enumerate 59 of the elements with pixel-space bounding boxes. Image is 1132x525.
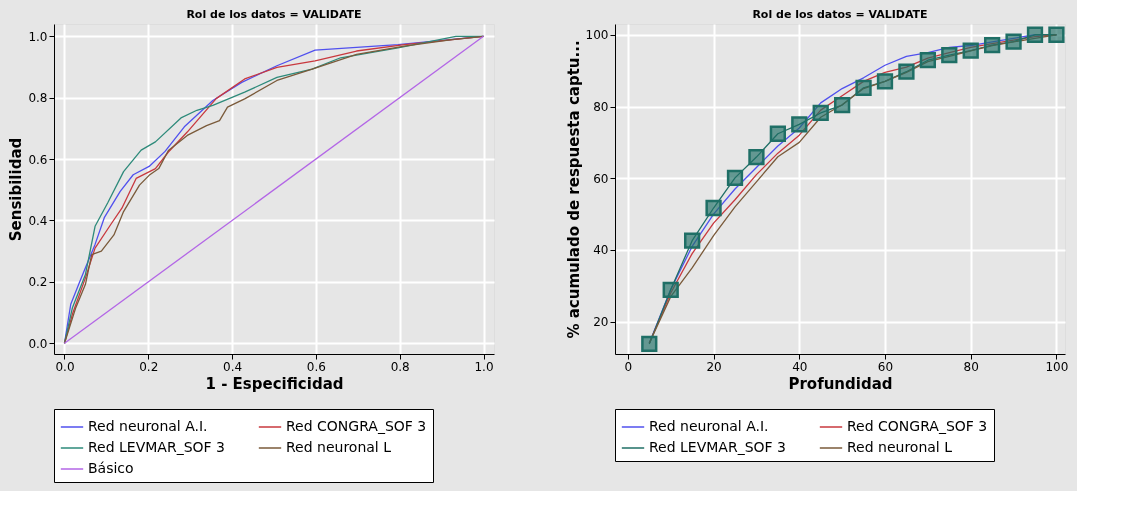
- legend-label: Red LEVMAR_SOF 3: [649, 439, 786, 455]
- x-tick-label: 80: [963, 359, 979, 374]
- y-tick-label: 40: [593, 243, 609, 258]
- x-tick-label: 40: [792, 359, 808, 374]
- x-axis-title: Profundidad: [788, 374, 893, 393]
- chart-title: Rol de los datos = VALIDATE: [186, 8, 362, 21]
- legend-label: Red neuronal L: [286, 439, 392, 455]
- y-axis-title: % acumulado de respuesta captu...: [564, 40, 583, 339]
- point: [941, 47, 958, 64]
- legend-label: Red neuronal L: [847, 439, 953, 455]
- point: [834, 96, 851, 114]
- point: [919, 52, 936, 69]
- point: [855, 79, 872, 96]
- legend-label: Red neuronal A.I.: [649, 418, 769, 434]
- x-tick-label: 0.4: [223, 359, 243, 374]
- x-tick-label: 0.8: [390, 359, 410, 374]
- y-tick-label: 100: [585, 28, 609, 43]
- point: [641, 335, 658, 353]
- legend-label: Red CONGRA_SOF 3: [286, 418, 427, 434]
- y-tick-label: 0.8: [28, 91, 48, 106]
- point: [662, 281, 679, 298]
- point: [962, 42, 979, 59]
- x-tick-label: 0: [624, 359, 633, 374]
- x-axis-title: 1 - Especificidad: [205, 374, 344, 393]
- y-tick-label: 20: [593, 315, 609, 330]
- point: [1005, 33, 1022, 50]
- legend-label: Red CONGRA_SOF 3: [847, 418, 988, 434]
- y-tick-label: 60: [593, 171, 609, 186]
- chart-title: Rol de los datos = VALIDATE: [752, 8, 928, 21]
- point: [876, 73, 894, 90]
- point: [1026, 26, 1044, 43]
- x-tick-label: 1.0: [474, 359, 494, 374]
- y-axis-title: Sensibilidad: [7, 137, 26, 242]
- x-tick-label: 60: [877, 359, 894, 374]
- point: [812, 104, 829, 122]
- point: [705, 199, 722, 217]
- y-tick-label: 0.0: [28, 336, 48, 351]
- legend-label: Red LEVMAR_SOF 3: [88, 439, 225, 455]
- x-tick-label: 0.0: [55, 359, 75, 374]
- legend-label: Básico: [88, 460, 134, 476]
- x-tick-label: 20: [706, 359, 722, 374]
- y-tick-label: 0.4: [28, 213, 48, 228]
- x-tick-label: 100: [1045, 359, 1069, 374]
- point: [769, 125, 786, 142]
- point: [1048, 26, 1065, 43]
- legend-label: Red neuronal A.I.: [88, 418, 208, 434]
- point: [726, 169, 744, 187]
- point: [791, 116, 808, 133]
- y-tick-label: 0.6: [28, 152, 48, 167]
- x-tick-label: 0.6: [306, 359, 326, 374]
- y-tick-label: 1.0: [28, 29, 48, 44]
- point: [748, 148, 765, 166]
- point: [984, 37, 1001, 54]
- x-tick-label: 0.2: [139, 359, 159, 374]
- point: [684, 232, 701, 249]
- point: [898, 63, 915, 80]
- y-tick-label: 0.2: [28, 275, 48, 290]
- y-tick-label: 80: [593, 100, 609, 114]
- line-series: [63, 35, 485, 344]
